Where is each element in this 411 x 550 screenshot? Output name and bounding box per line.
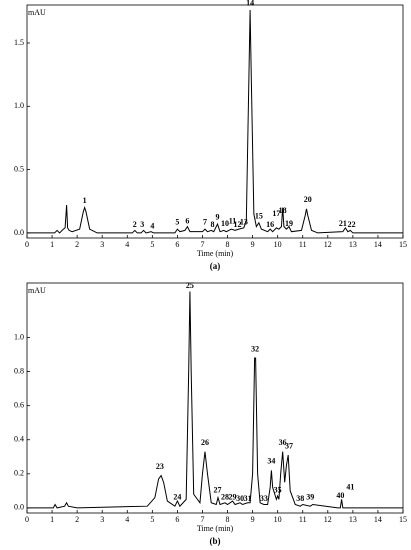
x-tick-label: 3 xyxy=(100,515,104,524)
x-tick-label: 2 xyxy=(75,240,79,249)
peak-label: 21 xyxy=(339,219,347,228)
peak-label: 4 xyxy=(150,221,154,230)
peak-label: 24 xyxy=(173,492,181,501)
x-tick-label: 13 xyxy=(349,515,357,524)
peak-label: 13 xyxy=(240,218,248,227)
x-tick-label: 7 xyxy=(200,515,204,524)
peak-label: 1 xyxy=(83,196,87,205)
y-tick-label: 1.0 xyxy=(14,101,24,110)
peak-label: 8 xyxy=(210,220,214,229)
x-tick-label: 5 xyxy=(150,240,154,249)
x-tick-label: 8 xyxy=(226,515,230,524)
peak-label: 19 xyxy=(285,219,293,228)
x-tick-label: 8 xyxy=(226,240,230,249)
y-tick-label: 0.6 xyxy=(14,400,24,409)
peak-label: 10 xyxy=(221,219,229,228)
peak-label: 3 xyxy=(140,220,144,229)
peak-label: 37 xyxy=(285,441,293,450)
x-tick-label: 14 xyxy=(374,240,382,249)
x-tick-label: 12 xyxy=(324,240,332,249)
y-tick-label: 0.4 xyxy=(14,435,24,444)
x-tick-label: 9 xyxy=(251,240,255,249)
peak-label: 32 xyxy=(251,344,259,353)
y-tick-label: 0.8 xyxy=(14,366,24,375)
peak-label: 38 xyxy=(296,494,304,503)
x-tick-label: 5 xyxy=(150,515,154,524)
peak-label: 26 xyxy=(201,438,209,447)
peak-label: 18 xyxy=(279,206,287,215)
y-axis-label: mAU xyxy=(28,286,46,295)
peak-label: 29 xyxy=(229,492,237,501)
peak-label: 12 xyxy=(234,220,242,229)
y-axis-label: mAU xyxy=(28,8,46,17)
x-tick-label: 6 xyxy=(175,240,179,249)
x-tick-label: 7 xyxy=(200,240,204,249)
x-tick-label: 0 xyxy=(25,515,29,524)
peak-label: 40 xyxy=(336,491,344,500)
x-tick-label: 14 xyxy=(374,515,382,524)
peak-label: 11 xyxy=(229,216,237,225)
x-axis-label: Time (min) xyxy=(197,249,234,258)
x-tick-label: 10 xyxy=(274,240,282,249)
panel-caption: (b) xyxy=(210,536,221,546)
x-tick-label: 3 xyxy=(100,240,104,249)
peak-label: 41 xyxy=(346,482,354,491)
peak-label: 14 xyxy=(246,0,254,8)
peak-label: 30 xyxy=(236,494,244,503)
x-tick-label: 15 xyxy=(399,240,407,249)
y-tick-label: 0.5 xyxy=(14,164,24,173)
x-tick-label: 2 xyxy=(75,515,79,524)
peak-label: 15 xyxy=(255,211,263,220)
panel-caption: (a) xyxy=(210,261,221,271)
x-tick-label: 15 xyxy=(399,515,407,524)
peak-label: 25 xyxy=(186,281,194,290)
peak-label: 20 xyxy=(304,195,312,204)
peak-label: 2 xyxy=(133,220,137,229)
x-axis-label: Time (min) xyxy=(197,524,234,533)
y-tick-label: 1.5 xyxy=(14,38,24,47)
peak-label: 35 xyxy=(274,486,282,495)
x-tick-label: 4 xyxy=(125,240,129,249)
peak-label: 28 xyxy=(221,492,229,501)
peak-label: 7 xyxy=(203,218,207,227)
peak-label: 16 xyxy=(266,220,274,229)
x-tick-label: 6 xyxy=(175,515,179,524)
plot-frame xyxy=(26,282,404,514)
peak-label: 9 xyxy=(216,213,220,222)
plot-frame xyxy=(26,4,404,239)
peak-label: 36 xyxy=(279,438,287,447)
peak-label: 34 xyxy=(267,457,275,466)
peak-label: 33 xyxy=(260,494,268,503)
trace xyxy=(27,291,403,509)
y-tick-label: 1.0 xyxy=(14,332,24,341)
trace xyxy=(27,10,403,234)
peak-label: 5 xyxy=(175,218,179,227)
peak-label: 23 xyxy=(156,462,164,471)
peak-label: 39 xyxy=(306,492,314,501)
y-tick-label: 0.0 xyxy=(14,228,24,237)
x-tick-label: 4 xyxy=(125,515,129,524)
x-tick-label: 0 xyxy=(25,240,29,249)
x-tick-label: 9 xyxy=(251,515,255,524)
x-tick-label: 12 xyxy=(324,515,332,524)
peak-label: 27 xyxy=(214,486,222,495)
y-tick-label: 0.0 xyxy=(14,503,24,512)
peak-label: 6 xyxy=(185,216,189,225)
peak-label: 31 xyxy=(244,494,252,503)
x-tick-label: 11 xyxy=(299,240,307,249)
x-tick-label: 11 xyxy=(299,515,307,524)
x-tick-label: 1 xyxy=(50,240,54,249)
y-tick-label: 0.2 xyxy=(14,469,24,478)
peak-label: 22 xyxy=(348,220,356,229)
x-tick-label: 13 xyxy=(349,240,357,249)
peak-label: 17 xyxy=(272,209,280,218)
x-tick-label: 1 xyxy=(50,515,54,524)
x-tick-label: 10 xyxy=(274,515,282,524)
